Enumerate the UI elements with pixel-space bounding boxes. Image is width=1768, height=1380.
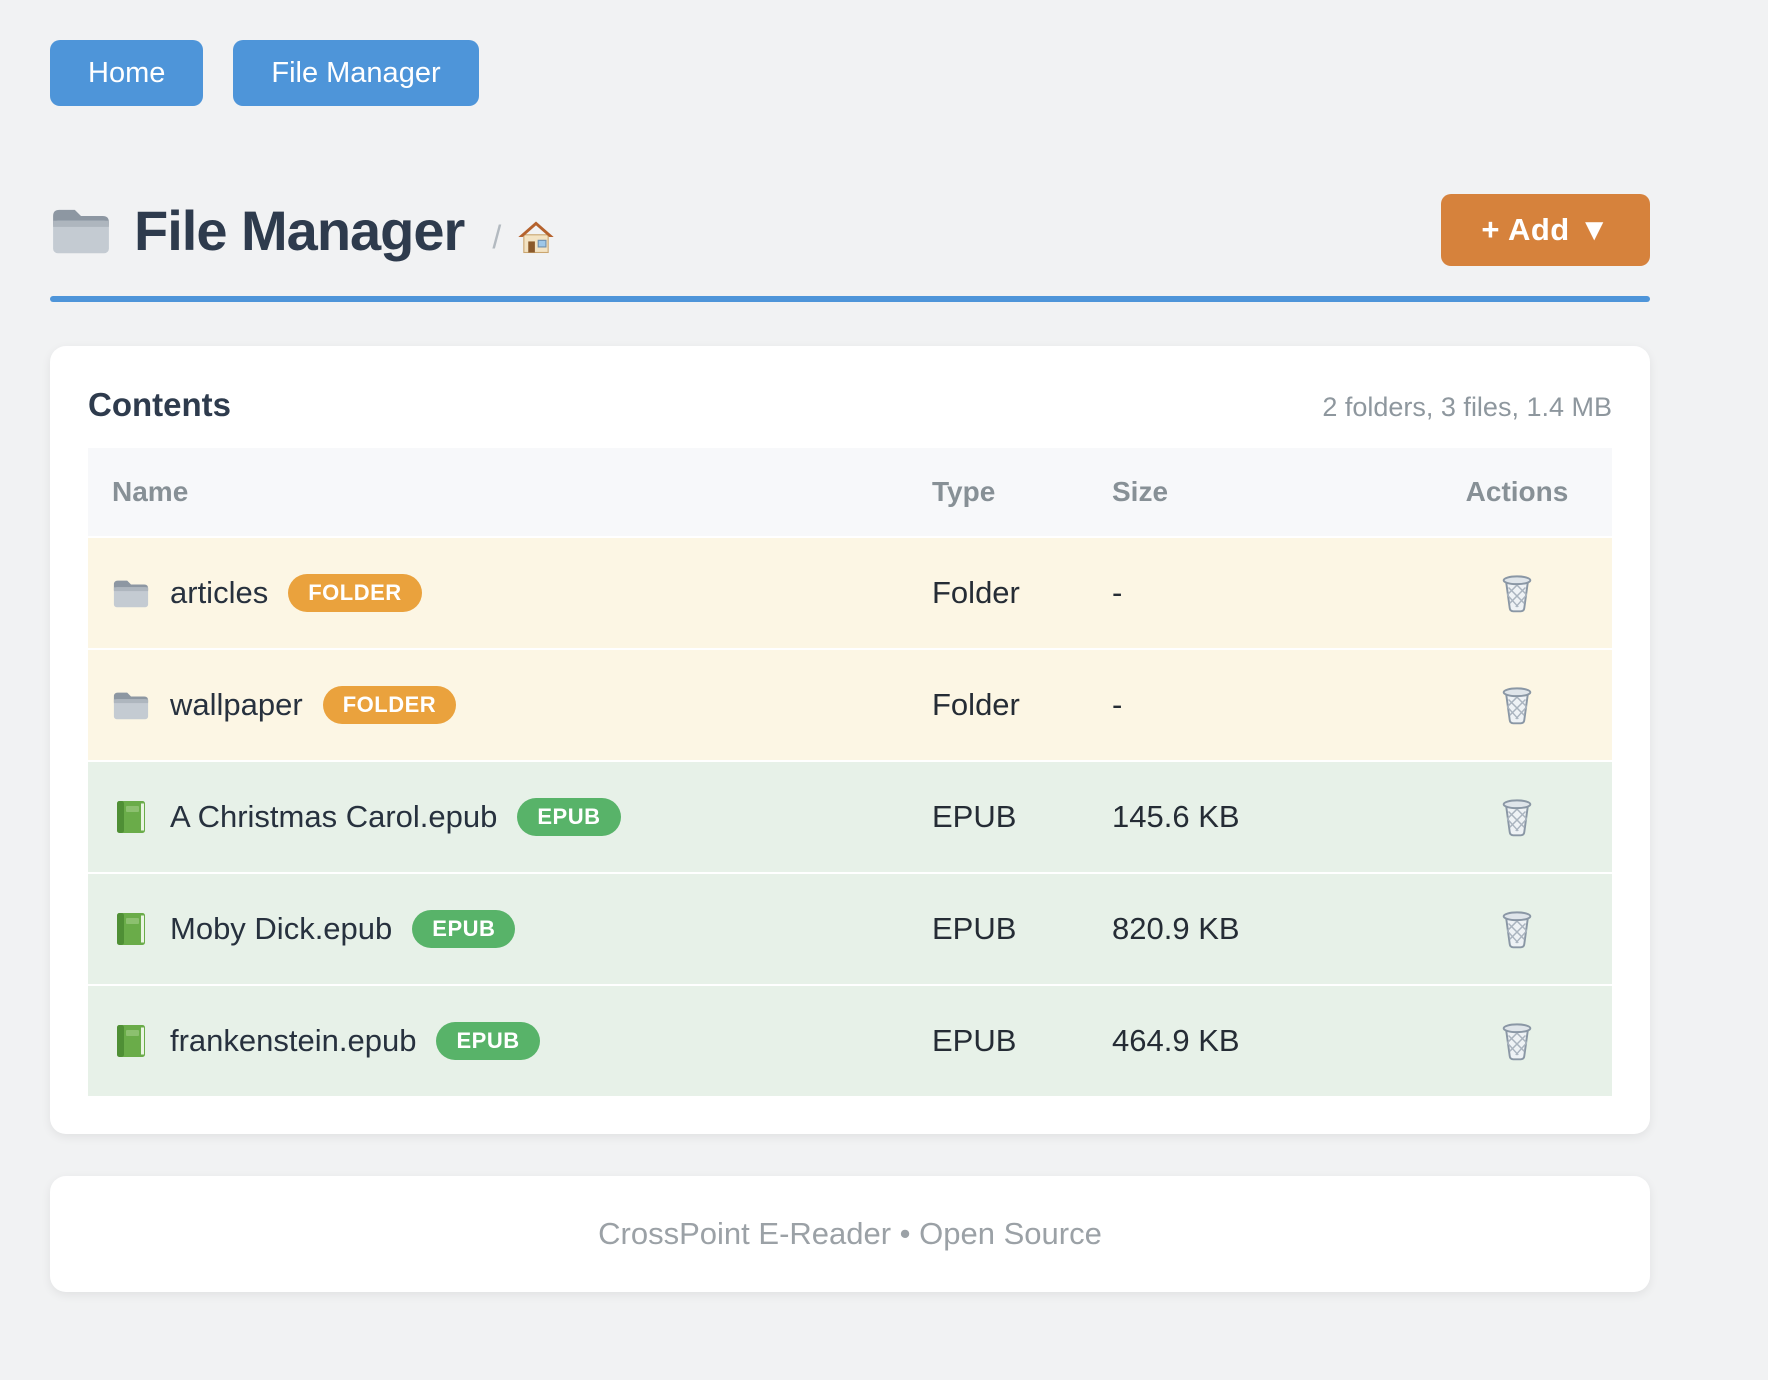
table-row[interactable]: wallpaper FOLDER Folder - <box>88 648 1612 761</box>
file-size: 464.9 KB <box>1092 984 1422 1096</box>
contents-table-body: articles FOLDER Folder - wallpaper FOLDE… <box>88 536 1612 1096</box>
file-name[interactable]: A Christmas Carol.epub <box>170 799 498 834</box>
trash-icon <box>1502 1023 1532 1061</box>
column-header-actions: Actions <box>1422 448 1612 537</box>
home-button[interactable]: Home <box>50 40 204 106</box>
contents-card: Contents 2 folders, 3 files, 1.4 MB Name… <box>50 346 1650 1134</box>
type-badge: EPUB <box>412 910 516 948</box>
file-manager-button[interactable]: File Manager <box>233 40 479 106</box>
column-header-name: Name <box>88 448 912 537</box>
footer: CrossPoint E-Reader • Open Source <box>50 1176 1650 1292</box>
add-button[interactable]: + Add ▼ <box>1441 194 1650 266</box>
file-name[interactable]: articles <box>170 575 269 610</box>
file-type: EPUB <box>912 760 1092 873</box>
contents-title: Contents <box>88 386 231 423</box>
column-header-type: Type <box>912 448 1092 537</box>
contents-table-head: Name Type Size Actions <box>88 448 1612 537</box>
file-name[interactable]: wallpaper <box>170 687 303 722</box>
contents-table: Name Type Size Actions articles FOLDER F… <box>88 448 1612 1096</box>
table-row[interactable]: Moby Dick.epub EPUB EPUB 820.9 KB <box>88 872 1612 985</box>
delete-button[interactable] <box>1495 569 1539 617</box>
type-badge: FOLDER <box>288 574 422 612</box>
page-title: File Manager <box>134 198 465 262</box>
contents-card-header: Contents 2 folders, 3 files, 1.4 MB <box>88 386 1612 424</box>
top-nav: Home File Manager <box>50 0 1650 106</box>
type-badge: FOLDER <box>322 686 457 724</box>
trash-icon <box>1502 799 1532 837</box>
delete-button[interactable] <box>1495 793 1539 841</box>
file-size: - <box>1092 536 1422 649</box>
table-row[interactable]: articles FOLDER Folder - <box>88 536 1612 649</box>
home-icon[interactable] <box>515 217 557 257</box>
page-header: File Manager / + Add ▼ <box>50 194 1650 266</box>
trash-icon <box>1502 911 1532 949</box>
file-type: EPUB <box>912 984 1092 1096</box>
book-icon <box>117 913 145 945</box>
file-size: 145.6 KB <box>1092 760 1422 873</box>
column-header-size: Size <box>1092 448 1422 537</box>
file-name[interactable]: frankenstein.epub <box>170 1023 417 1058</box>
breadcrumb-separator: / <box>492 218 502 255</box>
page: Home File Manager File Manager / + Add ▼… <box>50 0 1650 1292</box>
delete-button[interactable] <box>1495 1017 1539 1065</box>
book-icon <box>117 1025 145 1057</box>
file-type: EPUB <box>912 872 1092 985</box>
title-divider <box>50 296 1650 302</box>
folder-icon <box>113 580 149 608</box>
file-name[interactable]: Moby Dick.epub <box>170 911 393 946</box>
footer-text: CrossPoint E-Reader • Open Source <box>598 1216 1102 1251</box>
table-row[interactable]: frankenstein.epub EPUB EPUB 464.9 KB <box>88 984 1612 1096</box>
book-icon <box>117 801 145 833</box>
trash-icon <box>1502 687 1532 725</box>
file-type: Folder <box>912 648 1092 761</box>
type-badge: EPUB <box>436 1022 540 1060</box>
folder-icon <box>113 692 149 720</box>
type-badge: EPUB <box>517 798 621 836</box>
delete-button[interactable] <box>1495 905 1539 953</box>
folder-icon <box>53 209 109 254</box>
table-row[interactable]: A Christmas Carol.epub EPUB EPUB 145.6 K… <box>88 760 1612 873</box>
contents-summary: 2 folders, 3 files, 1.4 MB <box>1322 392 1612 422</box>
file-size: 820.9 KB <box>1092 872 1422 985</box>
file-size: - <box>1092 648 1422 761</box>
delete-button[interactable] <box>1495 681 1539 729</box>
breadcrumb: / <box>492 217 557 257</box>
trash-icon <box>1502 575 1532 613</box>
file-type: Folder <box>912 536 1092 649</box>
